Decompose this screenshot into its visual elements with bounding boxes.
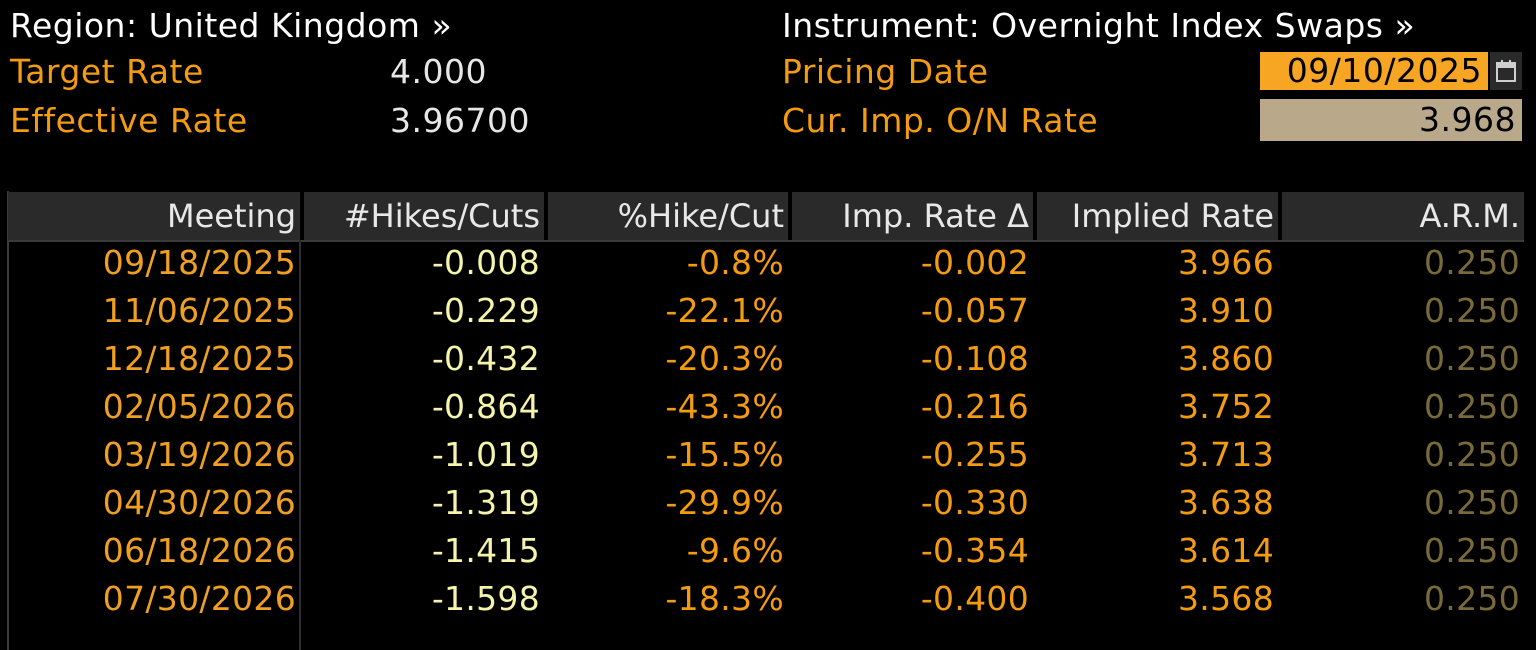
target-rate-value: 4.000 bbox=[390, 52, 487, 91]
cell-pct-hike-cut: -22.1% bbox=[665, 291, 784, 330]
cell-imp-rate-delta: -0.108 bbox=[920, 339, 1029, 378]
cell-implied-rate: 3.638 bbox=[1178, 483, 1274, 522]
table-row[interactable]: 02/05/2026 -0.864 -43.3% -0.216 3.752 0.250 bbox=[8, 383, 1524, 431]
cell-imp-rate-delta: -0.216 bbox=[920, 387, 1029, 426]
cell-meeting: 11/06/2025 bbox=[102, 291, 296, 330]
cell-implied-rate: 3.614 bbox=[1178, 531, 1274, 570]
cell-arm: 0.250 bbox=[1424, 435, 1520, 474]
instrument-selector[interactable]: Instrument: Overnight Index Swaps » bbox=[782, 6, 1416, 45]
table-header: Meeting #Hikes/Cuts %Hike/Cut Imp. Rate … bbox=[8, 192, 1524, 242]
col-header-pct-hike-cut[interactable]: %Hike/Cut bbox=[617, 197, 784, 235]
calendar-button[interactable] bbox=[1490, 52, 1522, 90]
cell-hikes-cuts: -1.019 bbox=[431, 435, 540, 474]
table-row[interactable]: 12/18/2025 -0.432 -20.3% -0.108 3.860 0.250 bbox=[8, 335, 1524, 383]
cell-arm: 0.250 bbox=[1424, 339, 1520, 378]
cell-meeting: 12/18/2025 bbox=[102, 339, 296, 378]
table-row[interactable]: 07/30/2026 -1.598 -18.3% -0.400 3.568 0.250 bbox=[8, 575, 1524, 623]
cell-hikes-cuts: -1.319 bbox=[431, 483, 540, 522]
cell-imp-rate-delta: -0.255 bbox=[920, 435, 1029, 474]
cell-meeting: 06/18/2026 bbox=[102, 531, 296, 570]
cell-imp-rate-delta: -0.400 bbox=[920, 579, 1029, 618]
column-divider bbox=[299, 240, 301, 650]
cell-hikes-cuts: -0.229 bbox=[431, 291, 540, 330]
cell-implied-rate: 3.966 bbox=[1178, 243, 1274, 282]
cell-pct-hike-cut: -9.6% bbox=[686, 531, 784, 570]
calendar-icon bbox=[1496, 60, 1516, 82]
effective-rate-value: 3.96700 bbox=[390, 101, 530, 140]
cell-hikes-cuts: -0.864 bbox=[431, 387, 540, 426]
col-header-hikes-cuts[interactable]: #Hikes/Cuts bbox=[343, 197, 540, 235]
table-row[interactable]: 06/18/2026 -1.415 -9.6% -0.354 3.614 0.250 bbox=[8, 527, 1524, 575]
cell-arm: 0.250 bbox=[1424, 387, 1520, 426]
cell-implied-rate: 3.752 bbox=[1178, 387, 1274, 426]
cell-meeting: 09/18/2025 bbox=[102, 243, 296, 282]
cell-hikes-cuts: -1.598 bbox=[431, 579, 540, 618]
col-header-imp-rate-delta[interactable]: Imp. Rate Δ bbox=[842, 197, 1029, 235]
cell-implied-rate: 3.860 bbox=[1178, 339, 1274, 378]
col-header-implied-rate[interactable]: Implied Rate bbox=[1071, 197, 1274, 235]
cell-pct-hike-cut: -20.3% bbox=[665, 339, 784, 378]
cell-arm: 0.250 bbox=[1424, 531, 1520, 570]
pricing-date-input[interactable]: 09/10/2025 bbox=[1260, 52, 1488, 90]
cell-pct-hike-cut: -43.3% bbox=[665, 387, 784, 426]
cell-implied-rate: 3.910 bbox=[1178, 291, 1274, 330]
region-selector[interactable]: Region: United Kingdom » bbox=[10, 6, 453, 45]
col-header-arm[interactable]: A.R.M. bbox=[1419, 197, 1520, 235]
pricing-date-label: Pricing Date bbox=[782, 52, 989, 91]
col-header-meeting[interactable]: Meeting bbox=[166, 197, 296, 235]
cell-arm: 0.250 bbox=[1424, 291, 1520, 330]
cell-implied-rate: 3.713 bbox=[1178, 435, 1274, 474]
cell-arm: 0.250 bbox=[1424, 579, 1520, 618]
cell-imp-rate-delta: -0.057 bbox=[920, 291, 1029, 330]
cur-imp-rate-field: 3.968 bbox=[1260, 99, 1522, 141]
cell-pct-hike-cut: -29.9% bbox=[665, 483, 784, 522]
effective-rate-label: Effective Rate bbox=[10, 101, 248, 140]
cell-meeting: 03/19/2026 bbox=[102, 435, 296, 474]
table-row[interactable]: 09/18/2025 -0.008 -0.8% -0.002 3.966 0.250 bbox=[8, 239, 1524, 287]
cell-meeting: 04/30/2026 bbox=[102, 483, 296, 522]
cell-hikes-cuts: -1.415 bbox=[431, 531, 540, 570]
cell-imp-rate-delta: -0.330 bbox=[920, 483, 1029, 522]
cell-imp-rate-delta: -0.002 bbox=[920, 243, 1029, 282]
table-row[interactable]: 03/19/2026 -1.019 -15.5% -0.255 3.713 0.250 bbox=[8, 431, 1524, 479]
target-rate-label: Target Rate bbox=[10, 52, 204, 91]
rates-table bbox=[7, 191, 1526, 650]
cell-arm: 0.250 bbox=[1424, 243, 1520, 282]
cur-imp-rate-label: Cur. Imp. O/N Rate bbox=[782, 101, 1099, 140]
cell-hikes-cuts: -0.008 bbox=[431, 243, 540, 282]
cell-imp-rate-delta: -0.354 bbox=[920, 531, 1029, 570]
cell-implied-rate: 3.568 bbox=[1178, 579, 1274, 618]
table-row[interactable]: 04/30/2026 -1.319 -29.9% -0.330 3.638 0.250 bbox=[8, 479, 1524, 527]
cell-pct-hike-cut: -0.8% bbox=[686, 243, 784, 282]
cell-arm: 0.250 bbox=[1424, 483, 1520, 522]
cell-hikes-cuts: -0.432 bbox=[431, 339, 540, 378]
table-row[interactable]: 11/06/2025 -0.229 -22.1% -0.057 3.910 0.250 bbox=[8, 287, 1524, 335]
cell-pct-hike-cut: -15.5% bbox=[665, 435, 784, 474]
cell-meeting: 02/05/2026 bbox=[102, 387, 296, 426]
cell-meeting: 07/30/2026 bbox=[102, 579, 296, 618]
cell-pct-hike-cut: -18.3% bbox=[665, 579, 784, 618]
